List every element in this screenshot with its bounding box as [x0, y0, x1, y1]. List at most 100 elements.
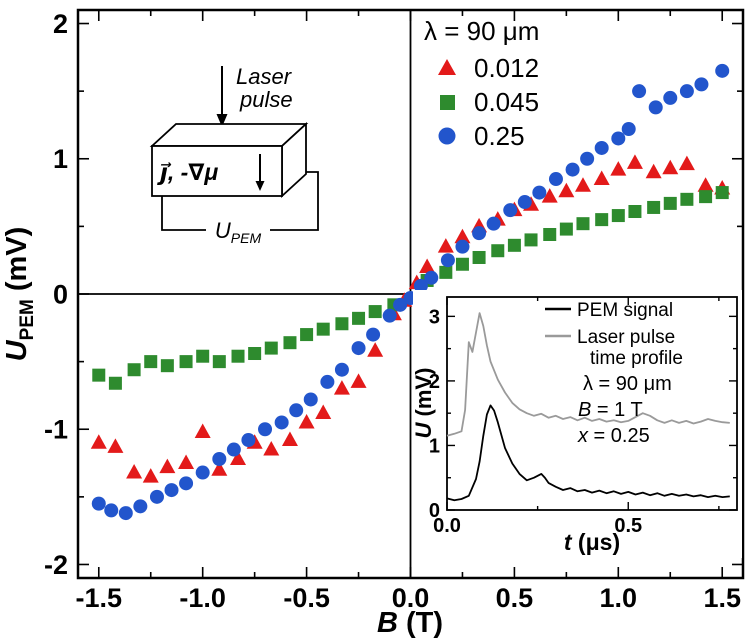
data-point-square	[576, 217, 590, 231]
data-point-triangle	[281, 431, 298, 447]
data-point-circle	[440, 253, 455, 268]
data-point-triangle	[178, 454, 195, 470]
data-point-circle	[486, 216, 501, 231]
data-point-circle	[455, 239, 470, 254]
data-point-square	[144, 355, 158, 369]
data-point-circle	[366, 327, 381, 342]
data-point-triangle	[645, 163, 662, 179]
plot-frame	[446, 296, 738, 511]
data-point-triangle	[419, 258, 436, 273]
data-point-circle	[580, 151, 595, 166]
data-point-circle	[149, 489, 164, 504]
data-point-circle	[532, 185, 547, 200]
data-point-circle	[274, 415, 289, 430]
x-tick-label: 0.5	[614, 515, 642, 537]
data-point-circle	[648, 100, 663, 115]
inset-legend-label-line2: time profile	[590, 348, 683, 369]
y-tick-label: 0	[429, 500, 440, 522]
data-point-circle	[548, 172, 563, 187]
data-point-square	[316, 322, 330, 336]
data-point-circle	[413, 278, 428, 293]
inset-x-axis-label: t (μs)	[564, 529, 620, 555]
data-point-square	[127, 363, 141, 377]
x-tick-label: -0.5	[283, 583, 330, 613]
data-point-square	[300, 328, 314, 342]
data-point-triangle	[159, 458, 176, 474]
x-tick-label: 1.0	[600, 583, 638, 613]
data-point-triangle	[194, 423, 211, 438]
data-point-square	[663, 196, 677, 210]
data-point-circle	[118, 506, 133, 521]
data-point-triangle	[541, 188, 558, 203]
data-point-triangle	[315, 404, 332, 420]
data-point-square	[248, 347, 262, 361]
data-point-circle	[303, 392, 318, 407]
data-point-circle	[382, 308, 397, 323]
data-point-triangle	[230, 450, 247, 465]
data-point-square	[92, 368, 106, 382]
inset-series	[446, 312, 730, 502]
data-point-circle	[632, 84, 647, 99]
data-point-square	[699, 190, 713, 204]
data-point-circle	[241, 433, 256, 448]
data-point-square	[715, 186, 729, 200]
data-point-square	[179, 355, 193, 369]
inset-annotation-x: x = 0.25	[577, 425, 650, 447]
y-tick-label: 1	[429, 435, 440, 457]
inset-y-axis-label: U (mV)	[411, 368, 436, 439]
data-point-circle	[320, 374, 335, 389]
data-point-square	[368, 305, 382, 319]
x-axis-label: B (T)	[377, 607, 443, 639]
x-tick-label: 0.0	[392, 583, 430, 613]
data-point-square	[196, 349, 210, 363]
inset-legend-label: Laser pulse	[577, 327, 675, 348]
data-point-square	[455, 257, 469, 271]
data-point-circle	[393, 297, 408, 312]
data-point-triangle	[211, 461, 228, 476]
data-point-circle	[226, 442, 241, 457]
data-point-triangle	[626, 154, 643, 169]
data-point-triangle	[662, 159, 679, 175]
inset-background	[413, 290, 742, 558]
data-point-triangle	[574, 177, 591, 192]
data-point-square	[491, 244, 505, 258]
data-point-square	[283, 336, 297, 350]
inset-plot: 0.0 0.5 0 1 2 3 PEM signal Laser pulse time p…	[411, 290, 742, 558]
y-tick-label: 2	[53, 9, 68, 39]
data-point-square	[595, 213, 609, 227]
data-point-triangle	[610, 161, 627, 176]
data-point-square	[507, 238, 521, 252]
legend-marker-circle-icon	[438, 127, 456, 145]
data-point-triangle	[90, 434, 107, 449]
x-tick-label: -1.0	[179, 583, 226, 613]
data-point-square	[439, 265, 453, 279]
legend: λ = 90 μm 0.012 0.045 0.25	[424, 16, 539, 151]
data-point-square	[524, 233, 538, 247]
data-point-square	[264, 341, 278, 355]
y-tick-label: 2	[429, 371, 440, 393]
data-point-square	[472, 250, 486, 264]
inset-curve	[446, 404, 730, 502]
data-point-circle	[195, 465, 210, 480]
inset-legend-label: PEM signal	[577, 300, 673, 321]
data-point-circle	[424, 270, 439, 285]
x-tick-label: 0.5	[496, 583, 534, 613]
data-point-circle	[694, 77, 709, 92]
x-tick-label: 0.0	[433, 515, 461, 537]
data-point-circle	[594, 140, 609, 155]
laser-pulse-arrowhead-icon	[216, 114, 228, 127]
y-tick-label: -1	[44, 415, 68, 445]
data-point-square	[628, 205, 642, 219]
circuit-wire-left	[161, 196, 206, 231]
data-point-circle	[351, 341, 366, 356]
circuit-wire-right	[270, 171, 319, 231]
data-point-square	[212, 355, 226, 369]
data-point-square	[335, 317, 349, 331]
data-point-circle	[91, 496, 106, 511]
data-point-circle	[104, 503, 119, 518]
y-tick-label: 3	[429, 306, 440, 328]
data-point-circle	[611, 131, 626, 146]
experiment-schematic: Laser pulse j⃗, -∇μ UPEM	[149, 64, 319, 246]
laser-label-line1: Laser	[236, 64, 293, 89]
data-point-triangle	[298, 413, 315, 429]
